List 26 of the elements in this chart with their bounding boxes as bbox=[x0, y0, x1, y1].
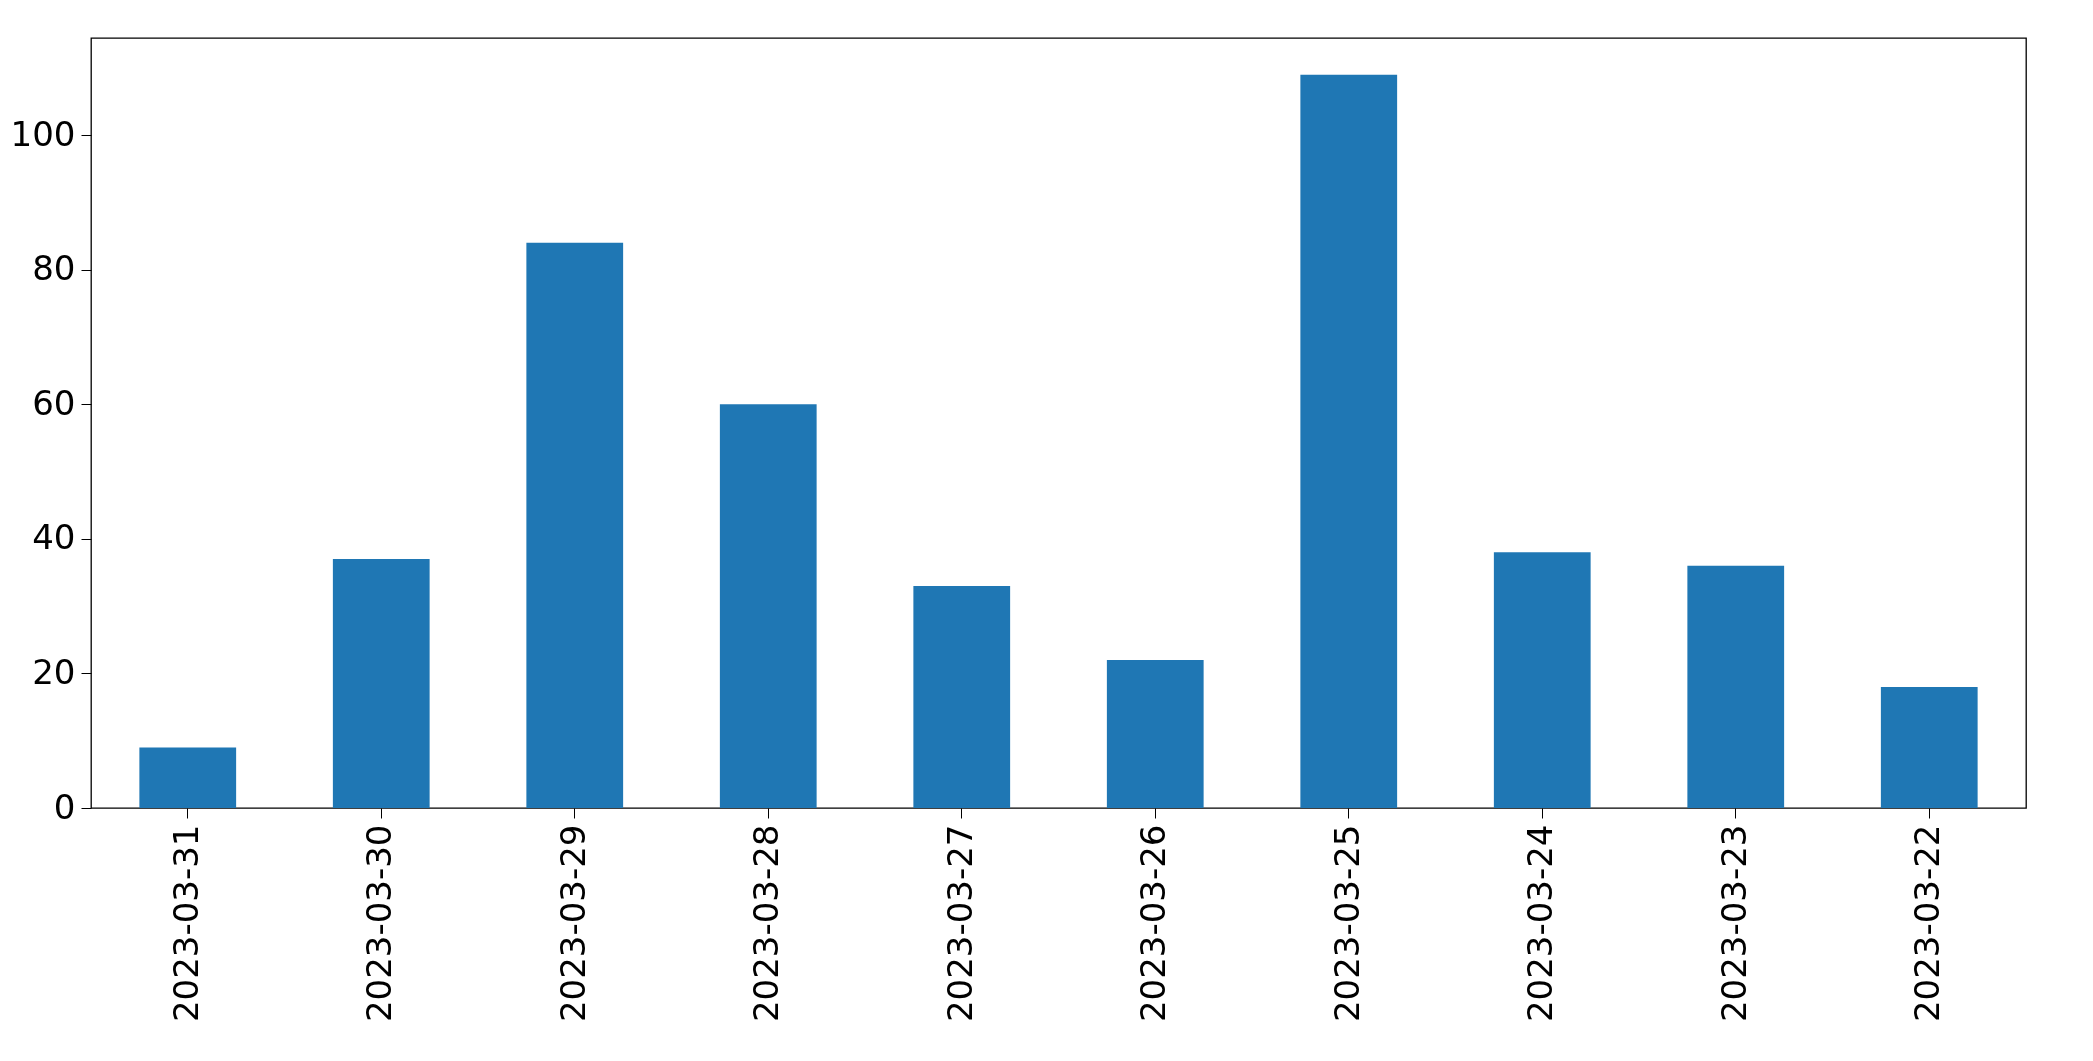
x-tick-label: 2023-03-28 bbox=[746, 824, 787, 1023]
y-tick-label: 80 bbox=[32, 248, 76, 289]
bar bbox=[1687, 565, 1785, 808]
bar bbox=[526, 242, 624, 808]
y-tick-label: 100 bbox=[10, 113, 76, 154]
bar bbox=[1300, 74, 1398, 808]
bar bbox=[719, 404, 817, 808]
x-tick-label: 2023-03-22 bbox=[1907, 824, 1948, 1023]
x-tick-label: 2023-03-27 bbox=[939, 824, 980, 1023]
x-tick-label: 2023-03-30 bbox=[359, 824, 400, 1023]
x-tick-label: 2023-03-24 bbox=[1520, 824, 1561, 1023]
bar bbox=[913, 585, 1011, 808]
bar bbox=[139, 747, 237, 808]
x-tick-label: 2023-03-23 bbox=[1713, 824, 1754, 1023]
y-tick-label: 20 bbox=[32, 651, 76, 692]
x-tick-label: 2023-03-26 bbox=[1133, 824, 1174, 1023]
bar bbox=[332, 559, 430, 808]
bar bbox=[1880, 686, 1978, 808]
bar bbox=[1493, 552, 1591, 808]
bar bbox=[1106, 659, 1204, 808]
x-tick-label: 2023-03-29 bbox=[552, 824, 593, 1023]
y-tick-label: 0 bbox=[53, 786, 76, 827]
y-tick-label: 60 bbox=[32, 382, 76, 423]
y-tick-label: 40 bbox=[32, 517, 76, 558]
x-tick-label: 2023-03-25 bbox=[1326, 824, 1367, 1023]
x-tick-label: 2023-03-31 bbox=[165, 824, 206, 1023]
